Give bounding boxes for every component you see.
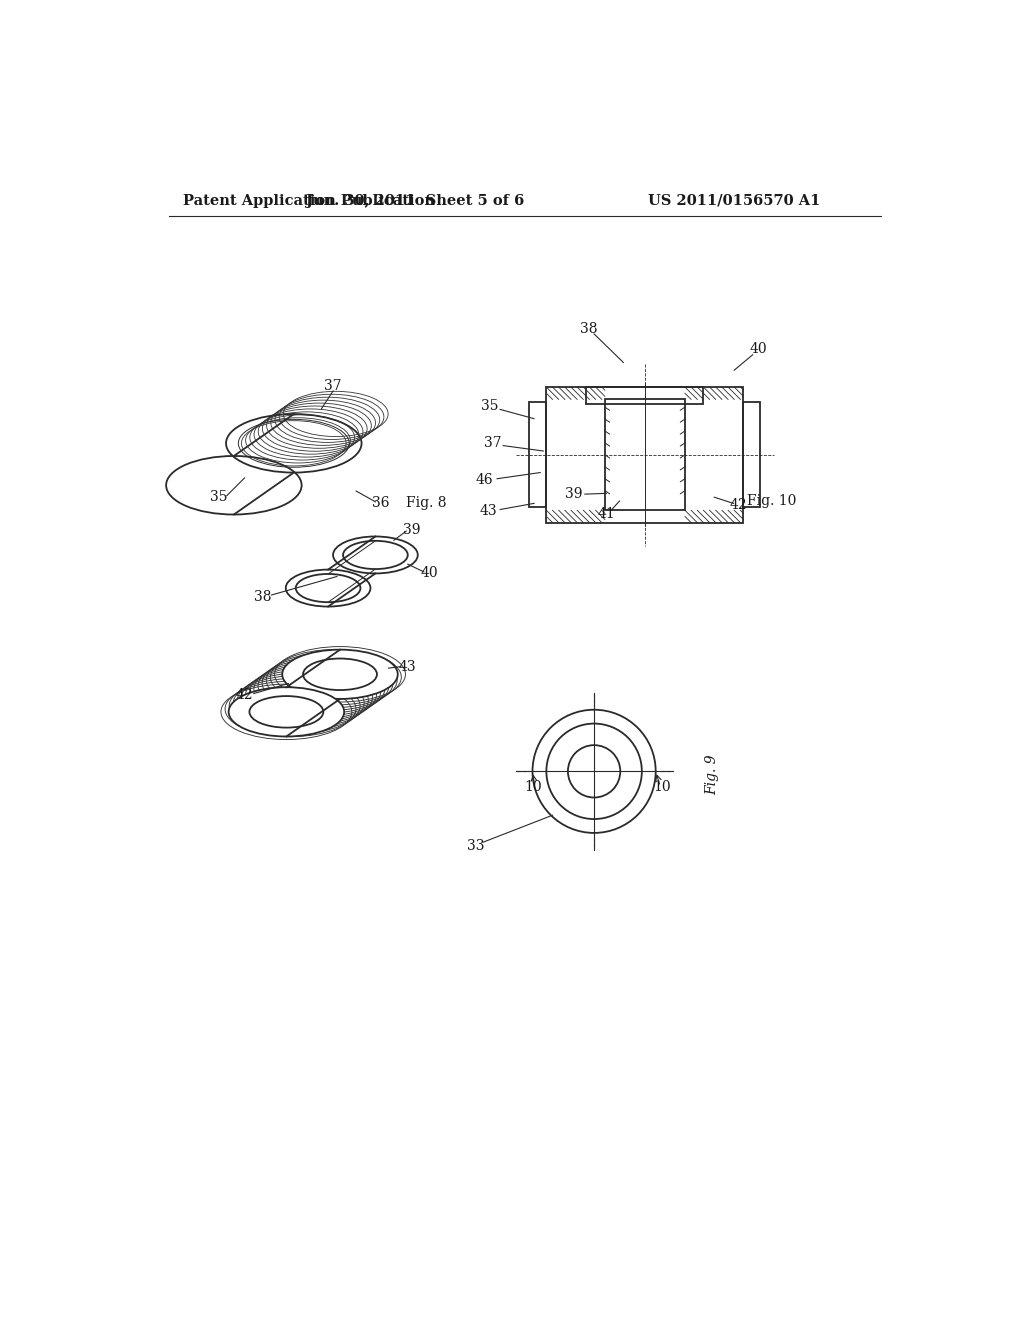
Bar: [743, 403, 761, 507]
Text: 35: 35: [210, 490, 228, 504]
Text: 37: 37: [325, 379, 342, 393]
Bar: [605, 400, 685, 511]
Text: Jun. 30, 2011  Sheet 5 of 6: Jun. 30, 2011 Sheet 5 of 6: [306, 194, 524, 207]
Text: US 2011/0156570 A1: US 2011/0156570 A1: [648, 194, 820, 207]
Text: Fig. 10: Fig. 10: [746, 494, 796, 508]
Text: Fig. 8: Fig. 8: [407, 496, 446, 511]
Text: 35: 35: [481, 400, 499, 413]
Text: 33: 33: [467, 840, 484, 853]
Text: 37: 37: [483, 437, 502, 450]
Text: 46: 46: [476, 474, 494, 487]
Text: 42: 42: [730, 498, 748, 512]
Text: 40: 40: [421, 566, 438, 579]
Text: 41: 41: [598, 507, 615, 521]
Bar: [587, 387, 703, 404]
Bar: [529, 403, 547, 507]
Text: 43: 43: [399, 660, 417, 673]
Text: 10: 10: [524, 780, 542, 793]
Text: Fig. 9: Fig. 9: [705, 754, 719, 795]
Text: 38: 38: [254, 590, 271, 605]
Text: 39: 39: [565, 487, 583, 502]
Bar: [547, 387, 743, 523]
Text: Patent Application Publication: Patent Application Publication: [183, 194, 435, 207]
Text: 38: 38: [580, 322, 597, 337]
Text: 43: 43: [480, 504, 498, 517]
Text: 39: 39: [402, 523, 421, 536]
Ellipse shape: [283, 649, 397, 700]
Text: 10: 10: [653, 780, 671, 793]
Text: 40: 40: [750, 342, 767, 356]
Ellipse shape: [228, 688, 344, 737]
Text: 42: 42: [236, 688, 253, 702]
Text: 36: 36: [372, 496, 389, 511]
